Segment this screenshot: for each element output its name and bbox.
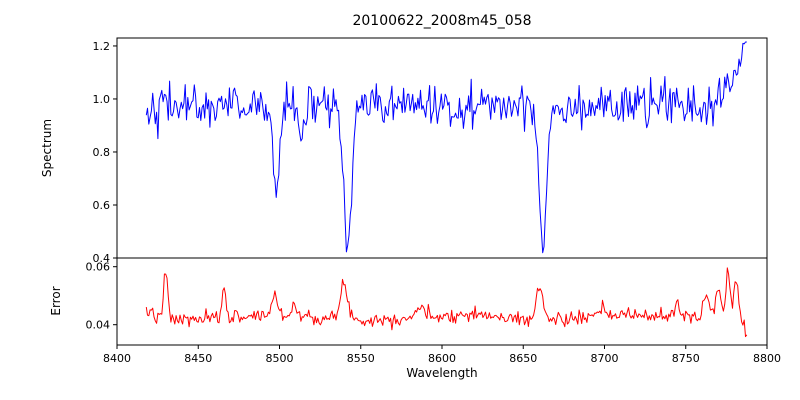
x-tick-label: 8400 bbox=[103, 352, 131, 365]
x-tick-label: 8800 bbox=[753, 352, 781, 365]
y-tick-label: 0.6 bbox=[93, 199, 111, 212]
axes-spine bbox=[116, 37, 768, 259]
x-tick-label: 8500 bbox=[266, 352, 294, 365]
axes-spine bbox=[116, 257, 768, 346]
x-tick-label: 8650 bbox=[509, 352, 537, 365]
x-tick-label: 8550 bbox=[347, 352, 375, 365]
x-tick-label: 8450 bbox=[184, 352, 212, 365]
error-line bbox=[145, 267, 748, 338]
x-tick-label: 8600 bbox=[428, 352, 456, 365]
x-tick-label: 8700 bbox=[591, 352, 619, 365]
y-tick-label: 1.0 bbox=[93, 93, 111, 106]
chart-title: 20100622_2008m45_058 bbox=[352, 13, 532, 29]
y-tick-label: 1.2 bbox=[93, 40, 111, 53]
spectrum-line bbox=[145, 41, 747, 254]
x-tick-label: 8750 bbox=[672, 352, 700, 365]
y-tick-label: 0.8 bbox=[93, 146, 111, 159]
x-axis-label: Wavelength bbox=[406, 366, 478, 380]
y-tick-label: 0.06 bbox=[86, 261, 111, 274]
y-tick-label: 0.4 bbox=[93, 252, 111, 265]
y-tick-label: 0.04 bbox=[86, 319, 111, 332]
